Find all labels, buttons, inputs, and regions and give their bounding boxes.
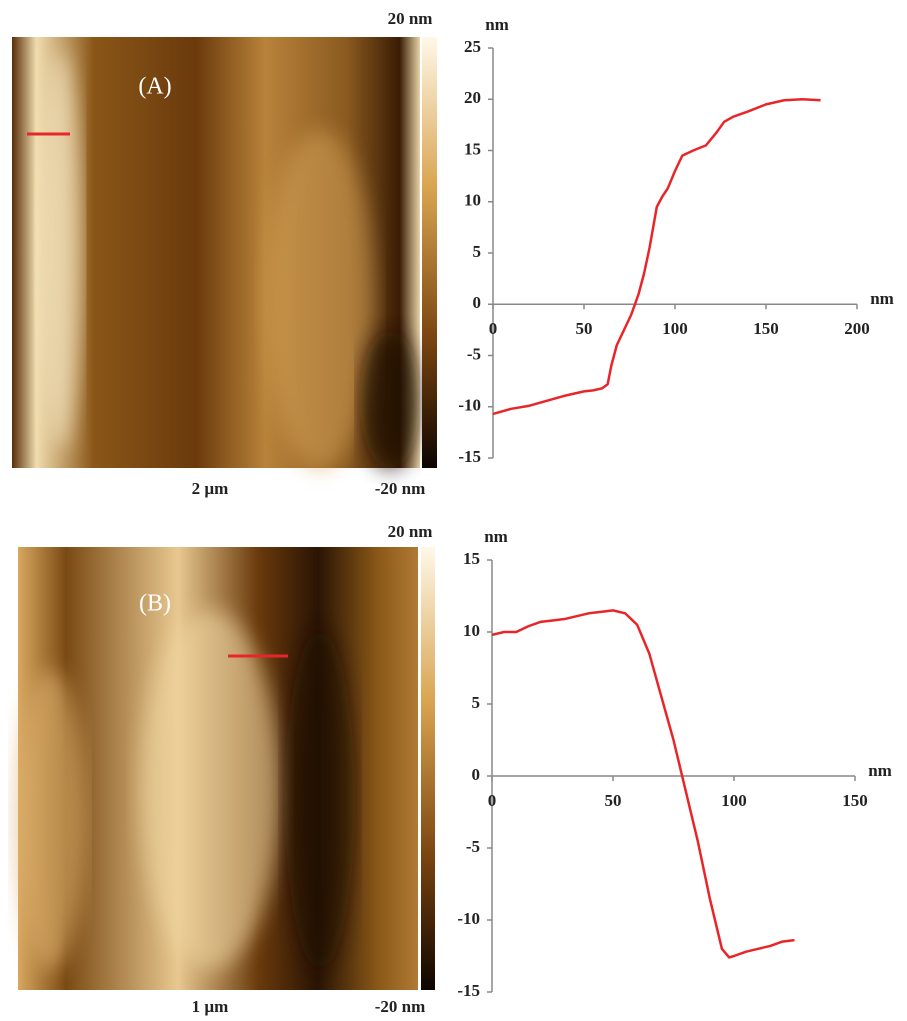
- y-tick-label: -15: [457, 981, 480, 1000]
- x-tick-label: 50: [605, 791, 622, 810]
- y-axis-label: nm: [484, 527, 508, 546]
- y-tick-label: 0: [473, 293, 482, 312]
- y-tick-label: -5: [467, 344, 481, 363]
- x-tick-label: 0: [489, 319, 498, 338]
- colorbar-max: 20 nm: [388, 9, 433, 28]
- y-tick-label: 10: [464, 191, 481, 210]
- scale-bar: 2 µm: [192, 479, 229, 498]
- y-tick-label: -10: [458, 396, 481, 415]
- y-tick-label: 15: [464, 139, 481, 158]
- colorbar-min: -20 nm: [375, 997, 426, 1016]
- y-tick-label: 5: [473, 242, 482, 261]
- y-tick-label: -5: [466, 837, 480, 856]
- scale-bar: 1 µm: [192, 997, 229, 1016]
- y-tick-label: 0: [472, 765, 481, 784]
- y-tick-label: 25: [464, 37, 481, 56]
- y-tick-label: -15: [458, 447, 481, 466]
- y-tick-label: 10: [463, 621, 480, 640]
- y-tick-label: -10: [457, 909, 480, 928]
- y-tick-label: 15: [463, 549, 480, 568]
- x-tick-label: 100: [662, 319, 688, 338]
- profile-line: [492, 98, 821, 416]
- colorbar-min: -20 nm: [375, 479, 426, 498]
- x-axis-label: nm: [870, 289, 894, 308]
- panel-label: (B): [139, 591, 171, 617]
- x-tick-label: 150: [753, 319, 779, 338]
- afm-image-b: [15, 547, 435, 990]
- y-tick-label: 5: [472, 693, 481, 712]
- x-tick-label: 150: [842, 791, 868, 810]
- colorbar-max: 20 nm: [388, 522, 433, 541]
- y-tick-label: 20: [464, 88, 481, 107]
- x-axis-label: nm: [868, 761, 892, 780]
- profile-line: [491, 609, 795, 959]
- x-tick-label: 100: [721, 791, 747, 810]
- afm-image-a: [12, 37, 437, 470]
- x-tick-label: 200: [844, 319, 870, 338]
- panel-label: (A): [138, 74, 171, 100]
- x-tick-label: 50: [576, 319, 593, 338]
- x-tick-label: 0: [488, 791, 497, 810]
- y-axis-label: nm: [485, 15, 509, 34]
